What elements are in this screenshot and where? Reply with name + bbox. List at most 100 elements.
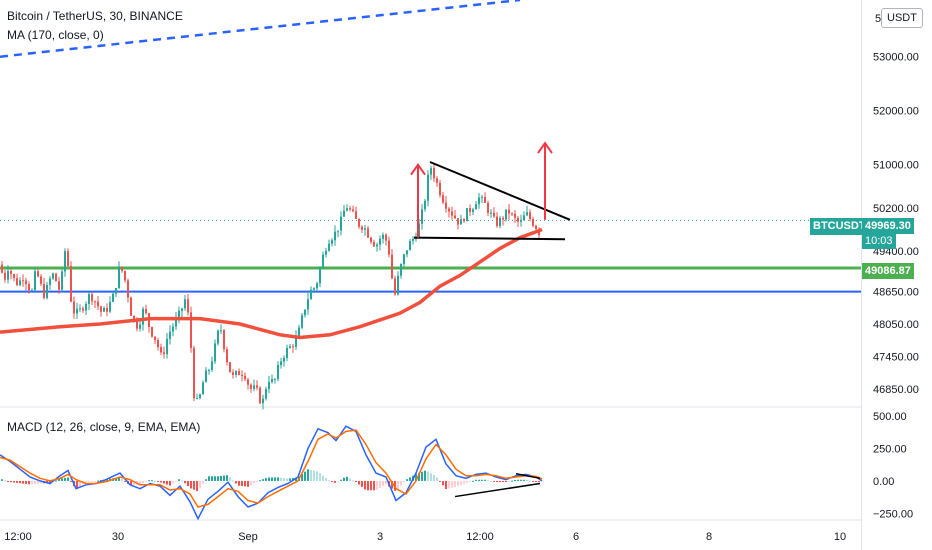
price-tick-label: 46850.00 (873, 384, 919, 396)
candle-body (256, 385, 258, 388)
histogram-bar (424, 470, 426, 481)
histogram-bar (13, 480, 15, 483)
candle-body (292, 346, 294, 348)
candle-body (358, 218, 360, 227)
histogram-bar (439, 480, 441, 482)
candle-body (121, 266, 123, 271)
histogram-bar (433, 475, 435, 481)
candle-body (385, 234, 387, 241)
breakout-arrow-1 (537, 141, 553, 220)
price-tick-label: 53000.00 (873, 52, 919, 64)
candle-body (160, 347, 162, 353)
candle-body (136, 320, 138, 329)
time-tick-label: 30 (112, 531, 124, 543)
candle-body (13, 274, 15, 279)
histogram-bar (337, 480, 339, 482)
histogram-bar (145, 480, 147, 482)
candle-body (355, 211, 357, 219)
candle-body (346, 208, 348, 211)
histogram-bar (232, 480, 234, 482)
candle-body (88, 294, 90, 304)
histogram-bar (265, 478, 267, 481)
candle-body (484, 196, 486, 203)
histogram-bar (268, 477, 270, 481)
time-tick-label: Sep (238, 531, 258, 543)
moving-average-line (0, 227, 543, 340)
macd-legend[interactable]: MACD (12, 26, close, 9, EMA, EMA) (7, 420, 201, 434)
histogram-bar (151, 480, 153, 482)
symbol-legend[interactable]: Bitcoin / TetherUS, 30, BINANCE (7, 9, 183, 23)
candle-body (394, 278, 396, 295)
histogram-bar (178, 479, 180, 481)
histogram-bar (64, 477, 66, 481)
candle-body (46, 284, 48, 298)
histogram-bar (352, 480, 354, 482)
candle-body (490, 212, 492, 214)
histogram-bar (466, 480, 468, 483)
candle-body (505, 209, 507, 220)
histogram-bar (427, 471, 429, 481)
candle-body (7, 270, 9, 280)
histogram-bar (325, 478, 327, 481)
candle-body (25, 280, 27, 285)
price-tick-label: 47450.00 (873, 351, 919, 363)
histogram-bar (310, 469, 312, 481)
candle-body (271, 379, 273, 382)
currency-button[interactable]: USDT (881, 8, 923, 28)
candle-body (274, 379, 276, 381)
triangle-upper-line (429, 161, 571, 221)
candle-body (301, 315, 303, 328)
histogram-bar (85, 480, 87, 483)
histogram-bar (379, 480, 381, 488)
histogram-bar (295, 477, 297, 481)
price-tick-label: 48050.00 (873, 319, 919, 331)
histogram-bar (454, 480, 456, 488)
histogram-bar (67, 477, 69, 481)
candle-body (43, 283, 45, 298)
candle-body (463, 219, 465, 222)
candle-body (400, 263, 402, 276)
candle-body (208, 369, 210, 371)
candle-body (16, 278, 18, 286)
candle-body (436, 178, 438, 183)
histogram-bar (190, 480, 192, 489)
price-tick-label: 51000.00 (873, 160, 919, 172)
candle-body (226, 349, 228, 363)
histogram-bar (367, 480, 369, 491)
histogram-bar (214, 476, 216, 481)
histogram-bar (16, 480, 18, 483)
candle-body (268, 381, 270, 389)
histogram-bar (166, 480, 168, 485)
candle-body (391, 254, 393, 279)
histogram-bar (502, 480, 504, 483)
histogram-bar (355, 480, 357, 483)
candle-body (169, 331, 171, 339)
histogram-bar (34, 480, 36, 484)
histogram-bar (526, 479, 528, 481)
candle-body (223, 330, 225, 350)
macd-line (0, 425, 543, 521)
candle-body (61, 271, 63, 290)
candle-body (322, 254, 324, 268)
histogram-bar (289, 478, 291, 481)
histogram-bar (256, 480, 258, 482)
candle-body (232, 372, 234, 376)
ma-legend[interactable]: MA (170, close, 0) (7, 28, 104, 42)
histogram-bar (259, 480, 261, 482)
histogram-bar (328, 480, 330, 482)
histogram-bar (25, 480, 27, 484)
candle-body (343, 210, 345, 217)
candle-body (493, 212, 495, 217)
candle-body (481, 196, 483, 198)
histogram-bar (535, 480, 537, 482)
candle-body (58, 281, 60, 290)
candle-body (430, 168, 432, 175)
candle-body (205, 370, 207, 383)
symbol-price-tag: BTCUSDT (810, 218, 869, 235)
candle-body (523, 215, 525, 221)
candle-body (325, 250, 327, 255)
histogram-bar (286, 478, 288, 481)
candle-body (49, 278, 51, 285)
candle-body (37, 271, 39, 277)
